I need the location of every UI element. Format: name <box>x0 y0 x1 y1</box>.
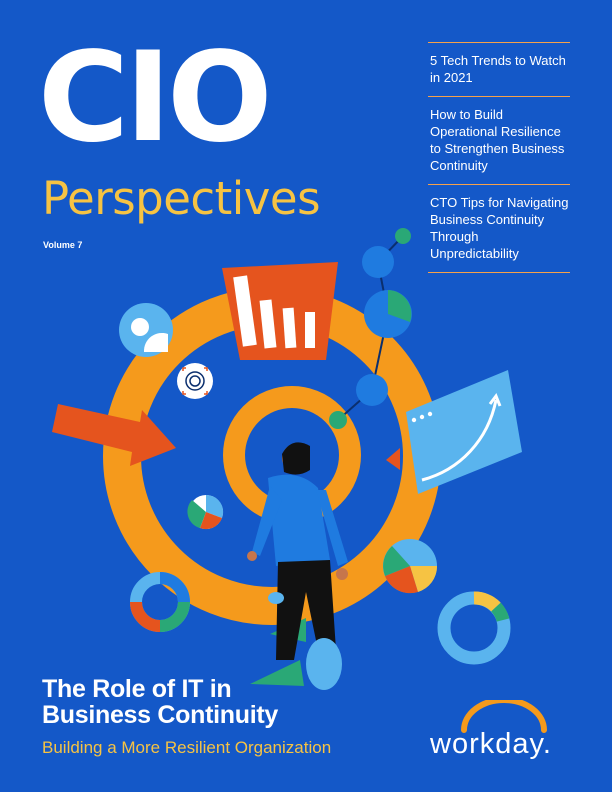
masthead-title: CIO <box>38 26 273 170</box>
growth-chart-screen <box>406 370 522 494</box>
feature-headline-line: The Role of IT in <box>42 675 232 703</box>
toc-item-title: 5 Tech Trends to Watch in 2021 <box>430 53 566 85</box>
pie-chart-icon <box>187 494 224 530</box>
brand-name: workday. <box>430 728 552 760</box>
bar-chart-icon <box>222 262 338 360</box>
feature-headline: The Role of IT in Business Continuity <box>42 676 278 728</box>
workday-arc-logo-icon <box>461 700 547 733</box>
toc-item[interactable]: 5 Tech Trends to Watch in 2021 <box>428 42 570 96</box>
table-of-contents: 5 Tech Trends to Watch in 2021 How to Bu… <box>428 42 570 273</box>
toc-item[interactable]: How to Build Operational Resilience to S… <box>428 96 570 184</box>
donut-chart-icon <box>437 591 511 665</box>
person-figure <box>247 442 348 690</box>
toc-item[interactable]: CTO Tips for Navigating Business Continu… <box>428 184 570 273</box>
triangle-shape <box>250 660 304 686</box>
donut-chart-icon <box>130 572 190 632</box>
volume-label: Volume 7 <box>43 240 83 250</box>
workday-logo: workday. <box>430 700 570 770</box>
feature-tagline: Building a More Resilient Organization <box>42 738 332 757</box>
pie-chart-icon <box>383 539 438 594</box>
toc-item-title: CTO Tips for Navigating Business Continu… <box>430 195 569 261</box>
fingerprint-icon <box>177 363 213 399</box>
feature-headline-line: Business Continuity <box>42 701 278 729</box>
masthead-subtitle: Perspectives <box>42 172 321 225</box>
arrow-icon <box>52 404 176 466</box>
small-arrow-icon <box>386 448 400 470</box>
toc-item-title: How to Build Operational Resilience to S… <box>430 107 565 173</box>
network-nodes <box>329 228 412 429</box>
user-avatar-icon <box>119 303 173 357</box>
